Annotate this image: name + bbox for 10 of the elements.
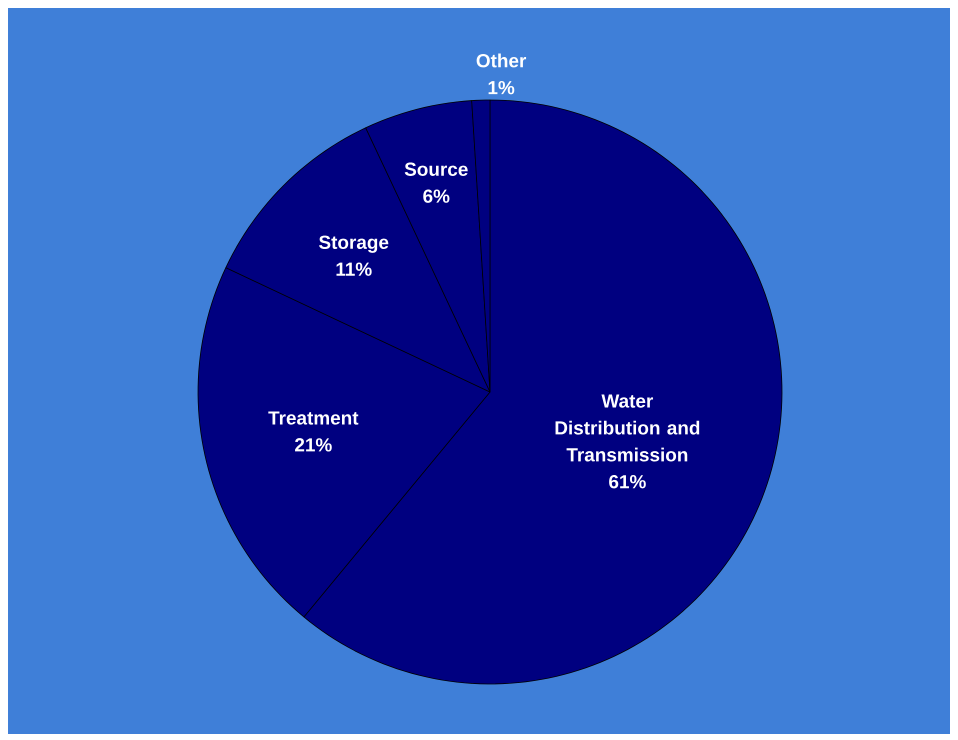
- data-label: 6%: [423, 189, 450, 203]
- slice-label: Water Distribution and Transmission: [556, 394, 700, 462]
- data-label: 21%: [295, 438, 332, 452]
- data-label: 11%: [336, 262, 372, 276]
- data-label: 61%: [609, 474, 646, 488]
- slice-label: Storage: [319, 236, 388, 253]
- slice-label: Source: [404, 162, 468, 176]
- slice-label: Other: [476, 54, 526, 68]
- slice-label: Treatment: [268, 411, 358, 425]
- data-label: 1%: [488, 80, 514, 94]
